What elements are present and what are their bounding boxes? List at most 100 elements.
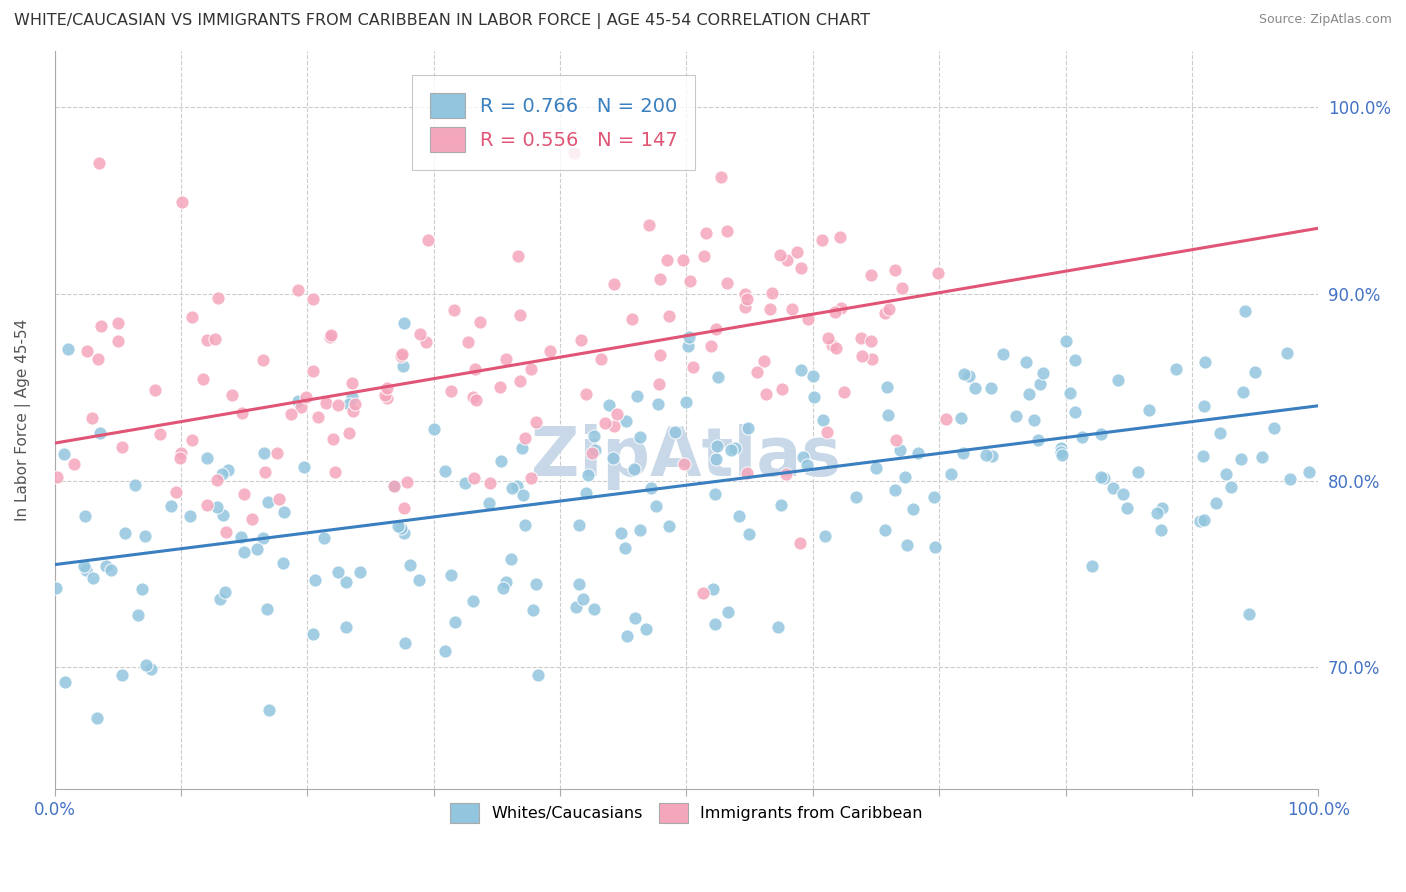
Point <box>76 343 98 358</box>
Point <box>1192 449 1215 463</box>
Point <box>647 397 669 411</box>
Point <box>717 605 740 619</box>
Point <box>377 381 399 395</box>
Point <box>510 441 533 455</box>
Point <box>849 331 872 345</box>
Point <box>692 249 714 263</box>
Point <box>817 331 839 345</box>
Point <box>374 388 396 402</box>
Point <box>45 470 67 484</box>
Point <box>501 481 523 495</box>
Point <box>509 308 531 322</box>
Point <box>821 338 844 352</box>
Point <box>322 432 344 446</box>
Point <box>271 556 294 570</box>
Point <box>939 467 962 482</box>
Point <box>257 495 280 509</box>
Point <box>963 381 986 395</box>
Point <box>603 277 626 292</box>
Point <box>524 577 547 591</box>
Point <box>87 156 110 170</box>
Text: Source: ZipAtlas.com: Source: ZipAtlas.com <box>1258 13 1392 27</box>
Point <box>86 352 108 367</box>
Point <box>131 582 153 596</box>
Point <box>952 445 974 459</box>
Y-axis label: In Labor Force | Age 45-54: In Labor Force | Age 45-54 <box>15 318 31 521</box>
Point <box>302 292 325 306</box>
Point <box>815 425 838 440</box>
Point <box>981 449 1004 463</box>
Point <box>735 467 758 481</box>
Point <box>769 248 792 262</box>
Point <box>491 581 513 595</box>
Point <box>832 385 855 400</box>
Point <box>212 508 235 522</box>
Point <box>574 386 596 401</box>
Point <box>134 529 156 543</box>
Point <box>845 490 868 504</box>
Point <box>738 527 761 541</box>
Point <box>1209 426 1232 441</box>
Point <box>1146 506 1168 520</box>
Point <box>876 380 898 394</box>
Point <box>727 509 749 524</box>
Point <box>735 292 758 306</box>
Point <box>583 442 606 457</box>
Point <box>295 390 318 404</box>
Point <box>790 260 813 275</box>
Point <box>416 233 439 247</box>
Point <box>273 505 295 519</box>
Point <box>342 403 364 417</box>
Point <box>160 499 183 513</box>
Point <box>211 467 233 481</box>
Point <box>257 703 280 717</box>
Point <box>734 286 756 301</box>
Point <box>231 406 253 420</box>
Point <box>1059 386 1081 401</box>
Point <box>335 575 357 590</box>
Point <box>770 498 793 512</box>
Point <box>623 462 645 476</box>
Point <box>865 460 887 475</box>
Point <box>655 252 678 267</box>
Point <box>1004 409 1026 423</box>
Point <box>758 301 780 316</box>
Point <box>111 441 134 455</box>
Point <box>1215 467 1237 482</box>
Point <box>796 458 818 472</box>
Point <box>387 518 409 533</box>
Point <box>495 575 517 590</box>
Point <box>512 488 534 502</box>
Point <box>302 627 325 641</box>
Point <box>302 364 325 378</box>
Point <box>433 644 456 658</box>
Point <box>253 465 276 479</box>
Point <box>127 607 149 622</box>
Point <box>315 396 337 410</box>
Point <box>86 711 108 725</box>
Point <box>678 329 700 343</box>
Point <box>1070 430 1092 444</box>
Point <box>949 410 972 425</box>
Point <box>520 471 543 485</box>
Point <box>1205 496 1227 510</box>
Point <box>766 620 789 634</box>
Point <box>734 300 756 314</box>
Point <box>100 564 122 578</box>
Point <box>232 545 254 559</box>
Point <box>720 443 742 458</box>
Point <box>1164 361 1187 376</box>
Point <box>509 374 531 388</box>
Point <box>980 381 1002 395</box>
Point <box>792 450 814 464</box>
Point <box>335 620 357 634</box>
Point <box>344 397 367 411</box>
Point <box>408 573 430 587</box>
Point <box>568 517 591 532</box>
Point <box>464 392 486 407</box>
Point <box>256 602 278 616</box>
Point <box>647 376 669 391</box>
Point <box>205 473 228 487</box>
Point <box>1263 421 1285 435</box>
Point <box>139 662 162 676</box>
